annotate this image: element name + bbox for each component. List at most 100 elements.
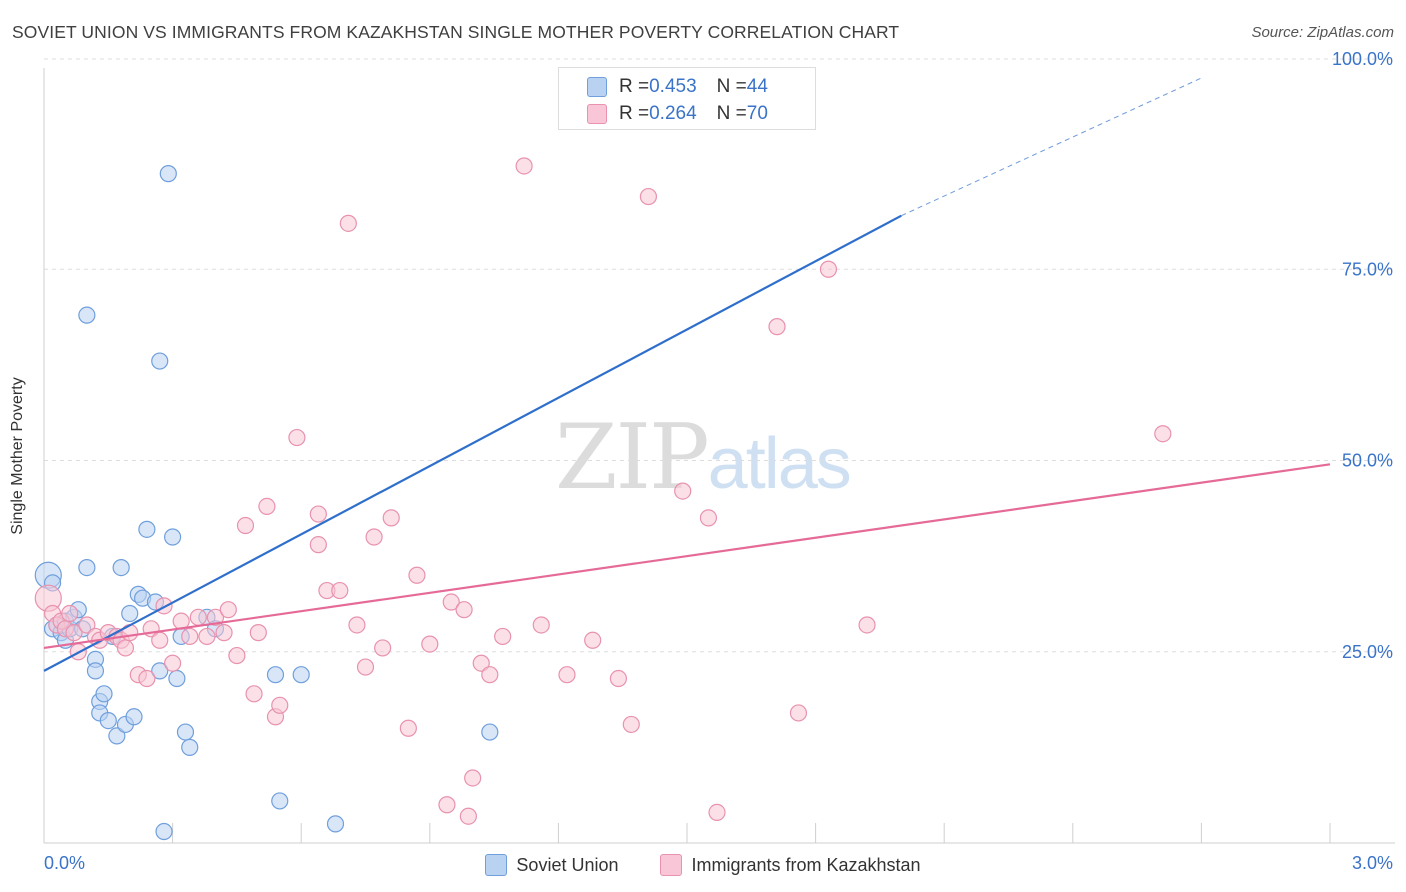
y-tick-label: 25.0% bbox=[1342, 642, 1393, 662]
kazakhstan-point bbox=[464, 769, 482, 787]
soviet-point bbox=[112, 558, 130, 577]
kazakhstan-point bbox=[78, 616, 96, 634]
y-tick-label: 100.0% bbox=[1332, 49, 1393, 69]
legend-n-value: 44 bbox=[746, 76, 768, 97]
series-name-kazakhstan: Immigrants from Kazakhstan bbox=[691, 854, 921, 875]
axis-layer bbox=[43, 68, 1395, 844]
kazakhstan-point bbox=[138, 669, 156, 688]
kazakhstan-point bbox=[515, 157, 533, 175]
soviet-point bbox=[481, 723, 499, 741]
kazakhstan-point bbox=[258, 497, 276, 515]
legend-row-soviet: R = 0.453 N = 44 bbox=[587, 75, 768, 99]
soviet-point bbox=[155, 822, 173, 841]
kazakhstan-point bbox=[532, 616, 550, 634]
kazakhstan-point bbox=[288, 428, 306, 447]
soviet-point bbox=[168, 669, 186, 688]
kazakhstan-point bbox=[374, 639, 392, 657]
soviet-point bbox=[292, 666, 310, 684]
legend-r-label: R = bbox=[619, 76, 650, 97]
points-layer bbox=[34, 157, 1172, 841]
watermark-atlas: atlas bbox=[707, 424, 852, 504]
kazakhstan-point bbox=[116, 639, 135, 657]
soviet-point bbox=[159, 165, 177, 183]
kazakhstan-point bbox=[858, 616, 876, 634]
legend-n-label: N = bbox=[716, 103, 747, 124]
legend-row-kazakhstan: R = 0.264 N = 70 bbox=[587, 102, 768, 126]
legend-swatch-kazakhstan bbox=[587, 104, 607, 124]
legend-n-label: N = bbox=[716, 76, 747, 97]
kazakhstan-point bbox=[455, 601, 473, 619]
kazakhstan-point bbox=[219, 601, 237, 619]
legend-r-value: 0.264 bbox=[649, 103, 697, 124]
kazakhstan-point bbox=[189, 608, 207, 626]
kazakhstan-point bbox=[164, 654, 182, 672]
soviet-point bbox=[108, 727, 126, 745]
soviet-point bbox=[78, 558, 96, 577]
soviet-point bbox=[151, 352, 169, 370]
kazakhstan-point bbox=[356, 658, 375, 676]
kazakhstan-point bbox=[249, 624, 267, 642]
soviet-point bbox=[326, 815, 345, 833]
series-legend-item-kazakhstan[interactable]: Immigrants from Kazakhstan bbox=[660, 854, 921, 876]
soviet-point bbox=[164, 528, 182, 546]
kazakhstan-point bbox=[155, 597, 173, 615]
chart-title: SOVIET UNION VS IMMIGRANTS FROM KAZAKHST… bbox=[12, 22, 900, 42]
kazakhstan-point bbox=[699, 509, 718, 527]
grid-layer bbox=[44, 58, 1395, 653]
soviet-trend-line bbox=[43, 214, 902, 672]
series-swatch-soviet bbox=[485, 854, 508, 876]
kazakhstan-point bbox=[442, 593, 460, 611]
soviet-point bbox=[95, 685, 113, 703]
legend-n-value: 70 bbox=[746, 103, 768, 124]
soviet-point bbox=[176, 723, 195, 741]
kazakhstan-point bbox=[819, 260, 838, 278]
kazakhstan-point bbox=[584, 631, 602, 649]
kazakhstan-point bbox=[768, 318, 786, 336]
kazakhstan-point bbox=[348, 616, 366, 634]
kazakhstan-point bbox=[609, 669, 628, 688]
soviet-point bbox=[121, 604, 139, 623]
kazakhstan-point bbox=[309, 536, 327, 554]
kazakhstan-point bbox=[245, 685, 263, 703]
kazakhstan-trend-line bbox=[43, 463, 1331, 650]
kazakhstan-point bbox=[708, 803, 726, 822]
soviet-point bbox=[138, 520, 156, 538]
kazakhstan-point bbox=[339, 214, 357, 232]
kazakhstan-point bbox=[228, 646, 246, 665]
kazakhstan-point bbox=[61, 604, 79, 623]
kazakhstan-point bbox=[674, 482, 692, 500]
kazakhstan-point bbox=[481, 666, 499, 684]
legend-r-label: R = bbox=[619, 103, 650, 124]
kazakhstan-point bbox=[309, 505, 327, 523]
tick-label-layer: 25.0% 50.0% 75.0% 100.0% 0.0% 3.0% bbox=[44, 49, 1393, 873]
soviet-point bbox=[125, 708, 143, 726]
legend-r-value: 0.453 bbox=[649, 76, 697, 97]
kazakhstan-point bbox=[151, 631, 169, 649]
series-legend-item-soviet[interactable]: Soviet Union bbox=[485, 854, 618, 876]
series-legend: Soviet Union Immigrants from Kazakhstan bbox=[0, 852, 1406, 878]
series-swatch-kazakhstan bbox=[660, 854, 683, 876]
chart-source: Source: ZipAtlas.com bbox=[1251, 24, 1394, 41]
x-tick-label: 0.0% bbox=[44, 853, 85, 873]
y-tick-label: 50.0% bbox=[1342, 451, 1393, 471]
kazakhstan-point bbox=[494, 627, 512, 646]
kazakhstan-point bbox=[331, 581, 349, 600]
soviet-point bbox=[266, 666, 285, 684]
legend-swatch-soviet bbox=[587, 77, 607, 97]
series-name-soviet: Soviet Union bbox=[516, 854, 619, 875]
soviet-point bbox=[99, 711, 117, 730]
kazakhstan-point bbox=[622, 715, 640, 734]
kazakhstan-point bbox=[459, 807, 477, 825]
kazakhstan-point bbox=[789, 704, 808, 722]
soviet-trend-extension bbox=[901, 77, 1202, 217]
soviet-point bbox=[151, 662, 169, 680]
kazakhstan-point bbox=[236, 516, 255, 535]
kazakhstan-point bbox=[65, 624, 83, 642]
kazakhstan-point bbox=[399, 719, 417, 737]
soviet-point bbox=[181, 738, 199, 756]
kazakhstan-point bbox=[408, 566, 426, 584]
kazakhstan-point bbox=[198, 627, 216, 646]
soviet-point bbox=[86, 662, 105, 680]
x-tick-label: 3.0% bbox=[1352, 853, 1393, 873]
